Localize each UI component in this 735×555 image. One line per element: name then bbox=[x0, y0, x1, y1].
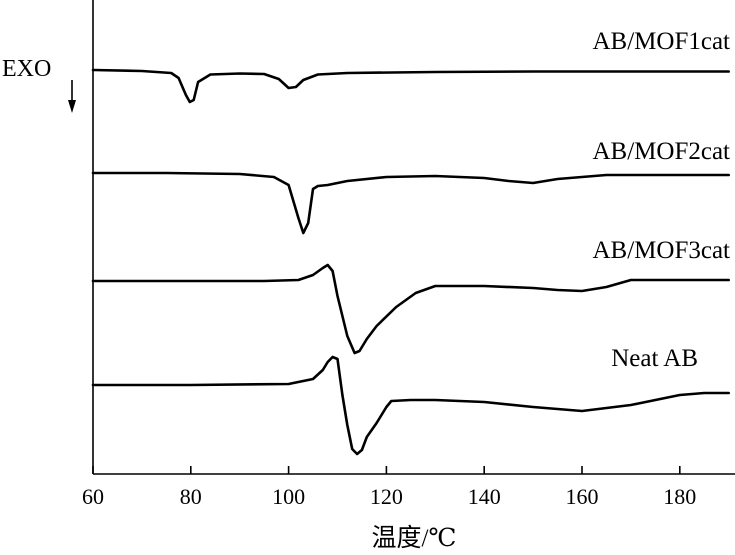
x-tick-label: 100 bbox=[272, 484, 305, 509]
series-curve bbox=[91, 263, 730, 355]
curve-group bbox=[91, 68, 730, 456]
series-label: Neat AB bbox=[611, 345, 698, 372]
x-tick-label: 140 bbox=[468, 484, 501, 509]
series-label: AB/MOF3cat bbox=[593, 237, 731, 264]
x-tick-label: 180 bbox=[663, 484, 696, 509]
series-label: AB/MOF1cat bbox=[593, 28, 731, 55]
series-curve bbox=[91, 171, 730, 235]
x-tick-label: 80 bbox=[180, 484, 202, 509]
x-axis-title: 温度/℃ bbox=[372, 524, 457, 552]
exo-arrow-head bbox=[68, 100, 76, 113]
series-label-group: AB/MOF1cat AB/MOF2cat AB/MOF3cat Neat AB bbox=[593, 28, 731, 372]
series-curve bbox=[91, 68, 730, 104]
x-tick-label: 60 bbox=[82, 484, 104, 509]
exo-label: EXO bbox=[2, 56, 51, 82]
series-curve bbox=[91, 355, 730, 456]
x-tick-label: 120 bbox=[370, 484, 403, 509]
x-tick-label: 160 bbox=[566, 484, 599, 509]
x-tick-group: 60 80 100 120 140 160 180 bbox=[82, 466, 696, 509]
series-label: AB/MOF2cat bbox=[593, 138, 731, 165]
